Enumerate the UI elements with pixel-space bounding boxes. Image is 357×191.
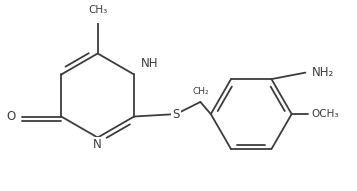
Text: OCH₃: OCH₃ bbox=[312, 109, 340, 119]
Text: NH: NH bbox=[141, 57, 158, 70]
Text: O: O bbox=[7, 110, 16, 123]
Text: NH₂: NH₂ bbox=[312, 66, 334, 79]
Text: N: N bbox=[93, 138, 102, 151]
Text: CH₃: CH₃ bbox=[88, 5, 107, 15]
Text: CH₂: CH₂ bbox=[192, 87, 208, 96]
Text: S: S bbox=[172, 108, 180, 121]
